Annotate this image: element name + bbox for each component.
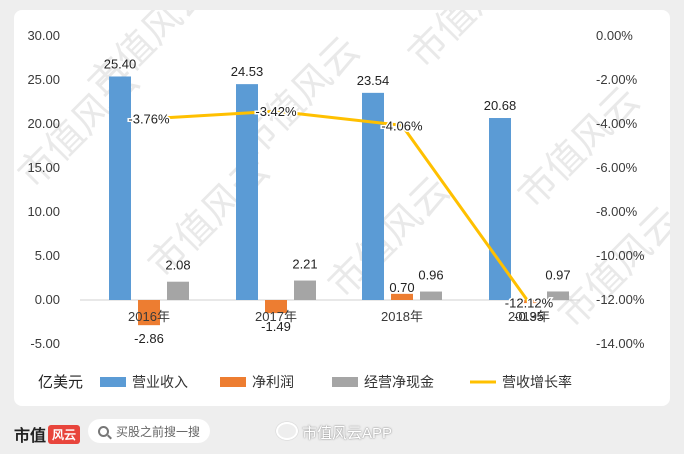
bar-营业收入 [362,92,384,301]
legend-label-营收增长率: 营收增长率 [502,374,572,390]
brand-logo[interactable]: 市值 风云 [14,422,81,446]
data-label-经营净现金: 2.08 [165,258,190,273]
y-tick-label-right: -12.00% [596,292,645,307]
y-tick-label-left: 15.00 [27,160,60,175]
data-label-净利润: -2.86 [134,331,164,346]
data-label-营收增长率: -3.76% [128,112,170,127]
data-label-营业收入: 25.40 [104,56,137,71]
unit-label: 亿美元 [38,374,83,391]
data-label-营业收入: 23.54 [357,73,390,88]
footer: 市值 风云 买股之前搜一搜 市值风云APP [0,410,684,454]
data-label-净利润: 0.70 [389,280,414,295]
search-icon [98,425,109,437]
y-tick-label-right: -6.00% [596,160,638,175]
y-tick-label-right: -4.00% [596,116,638,131]
bar-营业收入 [236,84,258,300]
y-tick-label-right: -8.00% [596,204,638,219]
y-tick-label-right: 0.00% [596,28,633,43]
watermark-text: 市值风云 [399,10,538,76]
data-label-营收增长率: -4.06% [381,118,423,133]
chart-card: 市值风云市值风云市值风云市值风云市值风云市值风云市值风云市值风云-5.000.0… [14,10,670,406]
data-label-营业收入: 24.53 [231,64,264,79]
y-tick-label-left: 20.00 [27,116,60,131]
bar-净利润 [265,300,287,314]
y-tick-label-right: -2.00% [596,72,638,87]
bar-营业收入 [109,76,131,300]
line-营收增长率 [148,109,531,304]
data-label-营收增长率: -3.42% [255,104,297,119]
x-tick-label: 2016年 [128,309,170,324]
legend-swatch-净利润 [220,377,246,387]
bar-经营净现金 [547,291,569,300]
y-tick-label-right: -10.00% [596,248,645,263]
data-label-净利润: -0.35 [514,309,544,324]
y-tick-label-left: 25.00 [27,72,60,87]
bar-净利润 [138,300,160,326]
data-label-经营净现金: 0.96 [418,268,443,283]
x-tick-label: 2018年 [381,309,423,324]
bar-净利润 [391,293,413,300]
watermark-text: 市值风云 [509,78,648,217]
legend-swatch-经营净现金 [332,377,358,387]
data-label-净利润: -1.49 [261,319,291,334]
legend-swatch-营业收入 [100,377,126,387]
weibo-icon [276,422,298,440]
legend-label-营业收入: 营业收入 [132,374,188,390]
brand-mark: 风云 [48,425,81,444]
data-label-经营净现金: 2.21 [292,257,317,272]
search-bar[interactable]: 买股之前搜一搜 [88,419,211,443]
chart: 市值风云市值风云市值风云市值风云市值风云市值风云市值风云市值风云-5.000.0… [14,10,670,391]
data-label-营收增长率: -12.12% [505,296,554,311]
y-tick-label-left: 0.00 [35,292,60,307]
bar-经营净现金 [167,281,189,300]
data-label-营业收入: 20.68 [484,98,517,113]
bar-经营净现金 [420,291,442,300]
search-placeholder: 买股之前搜一搜 [116,424,201,439]
weibo-handle-text: 市值风云APP [302,425,393,442]
legend-label-经营净现金: 经营净现金 [364,374,434,390]
data-label-经营净现金: 0.97 [545,267,570,282]
x-tick-label: 2019年 [508,309,550,324]
y-tick-label-left: 30.00 [27,28,60,43]
weibo-handle[interactable]: 市值风云APP [276,422,392,443]
x-tick-label: 2017年 [255,309,297,324]
y-tick-label-left: 10.00 [27,204,60,219]
y-tick-label-left: 5.00 [35,248,60,263]
y-tick-label-right: -14.00% [596,336,645,351]
legend-label-净利润: 净利润 [252,374,294,390]
brand-text: 市值 [14,426,47,445]
y-tick-label-left: -5.00 [30,336,60,351]
bar-经营净现金 [294,280,316,300]
